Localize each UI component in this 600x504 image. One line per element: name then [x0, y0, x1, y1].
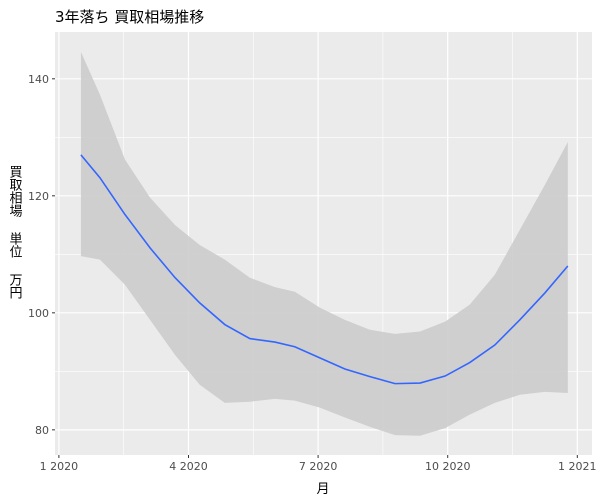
confidence-band — [80, 51, 568, 436]
chart-title: 3年落ち 買取相場推移 — [55, 8, 204, 26]
y-axis-title: 買取相場 単位 万円 — [7, 165, 23, 299]
y-tick-label: 120 — [28, 190, 49, 203]
x-tick-label: 4 2020 — [169, 460, 208, 473]
y-tick-label: 140 — [28, 73, 49, 86]
x-axis-title: 月 — [316, 482, 329, 497]
x-tick-label: 10 2020 — [425, 460, 471, 473]
x-tick-label: 1 2020 — [40, 460, 79, 473]
x-tick-label: 7 2020 — [299, 460, 338, 473]
y-tick-label: 80 — [35, 424, 49, 437]
smooth-line — [80, 154, 569, 385]
y-tick-label: 100 — [28, 307, 49, 320]
x-tick-label: 1 2021 — [558, 460, 597, 473]
